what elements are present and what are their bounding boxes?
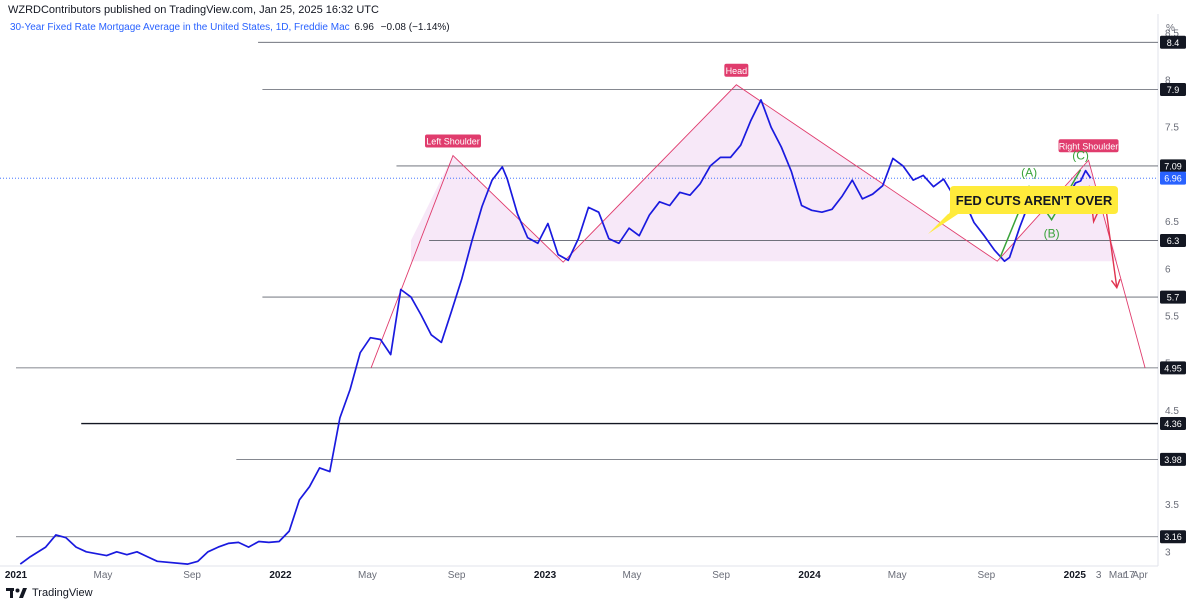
x-tick-label: Apr xyxy=(1132,570,1148,581)
x-tick-label: 17 xyxy=(1124,570,1136,581)
level-badge-5: 4.95 xyxy=(1164,363,1182,373)
level-badge-0-bg xyxy=(1160,35,1186,49)
level-badge-1-bg xyxy=(1160,82,1186,96)
x-tick-label: 2022 xyxy=(269,570,292,581)
x-tick-label: 2024 xyxy=(798,570,821,581)
x-tick-label: May xyxy=(358,570,377,581)
x-tick-label: 3 xyxy=(1096,570,1102,581)
y-tick-label: 6 xyxy=(1165,264,1171,275)
x-tick-label: May xyxy=(94,570,113,581)
wave-label-2: (C) xyxy=(1072,149,1089,163)
level-badge-6: 4.36 xyxy=(1164,419,1182,429)
current-price-badge-bg xyxy=(1160,171,1186,185)
level-badge-5-bg xyxy=(1160,361,1186,375)
callout-bubble xyxy=(928,186,1118,234)
x-tick-label: Sep xyxy=(448,570,466,581)
tradingview-logo-icon xyxy=(6,588,27,598)
wave-label-0: (A) xyxy=(1021,166,1037,180)
x-tick-label: May xyxy=(888,570,907,581)
level-badge-4: 5.7 xyxy=(1167,293,1180,303)
footer: TradingView xyxy=(6,587,93,599)
y-tick-label: 5.5 xyxy=(1165,311,1179,322)
pattern-label-left-bg xyxy=(424,134,481,148)
pattern-label-head-bg xyxy=(724,63,749,77)
level-badge-4-bg xyxy=(1160,290,1186,304)
symbol-title: 30-Year Fixed Rate Mortgage Average in t… xyxy=(10,22,350,33)
x-tick-label: Sep xyxy=(977,570,995,581)
y-tick-label: 8.5 xyxy=(1165,28,1179,39)
y-unit-label: % xyxy=(1166,23,1175,34)
y-tick-label: 7.5 xyxy=(1165,123,1179,134)
pattern-label-head: Head xyxy=(726,66,748,76)
series-line xyxy=(19,99,1092,565)
x-tick-label: May xyxy=(623,570,642,581)
footer-brand: TradingView xyxy=(32,587,93,599)
level-badge-0: 8.4 xyxy=(1167,38,1180,48)
publisher-header: WZRDContributors published on TradingVie… xyxy=(8,4,379,16)
x-tick-label: Mar xyxy=(1109,570,1127,581)
y-tick-label: 3 xyxy=(1165,547,1171,558)
level-badge-7: 3.98 xyxy=(1164,455,1182,465)
x-tick-label: Sep xyxy=(183,570,201,581)
x-tick-label: Sep xyxy=(712,570,730,581)
projection-arrowhead xyxy=(1110,278,1121,290)
x-tick-label: 2021 xyxy=(5,570,28,581)
y-tick-label: 4.5 xyxy=(1165,406,1179,417)
y-tick-label: 8 xyxy=(1165,76,1171,87)
level-badge-3-bg xyxy=(1160,233,1186,247)
callout-text: FED CUTS AREN'T OVER xyxy=(956,193,1113,208)
pattern-label-right: Right Shoulder xyxy=(1059,141,1119,151)
level-badge-6-bg xyxy=(1160,417,1186,431)
y-tick-label: 3.5 xyxy=(1165,500,1179,511)
wave-label-1: (B) xyxy=(1044,227,1060,241)
level-badge-1: 7.9 xyxy=(1167,85,1180,95)
level-badge-3: 6.3 xyxy=(1167,236,1180,246)
level-badge-8-bg xyxy=(1160,530,1186,544)
symbol-legend[interactable]: 30-Year Fixed Rate Mortgage Average in t… xyxy=(10,22,450,33)
level-badge-8: 3.16 xyxy=(1164,532,1182,542)
x-tick-label: 2025 xyxy=(1064,570,1087,581)
pattern-outline xyxy=(370,84,1146,369)
level-badge-2: 7.09 xyxy=(1164,161,1182,171)
pattern-shaded-area xyxy=(410,84,1118,263)
symbol-price: 6.96 xyxy=(354,22,374,33)
y-tick-label: 6.5 xyxy=(1165,217,1179,228)
x-tick-label: 2023 xyxy=(534,570,557,581)
pattern-label-right-bg xyxy=(1058,139,1119,153)
level-badge-7-bg xyxy=(1160,452,1186,466)
pattern-label-left: Left Shoulder xyxy=(426,137,480,147)
symbol-change: −0.08 (−1.14%) xyxy=(380,22,450,33)
current-price-badge: 6.96 xyxy=(1164,174,1182,184)
level-badge-2-bg xyxy=(1160,159,1186,173)
